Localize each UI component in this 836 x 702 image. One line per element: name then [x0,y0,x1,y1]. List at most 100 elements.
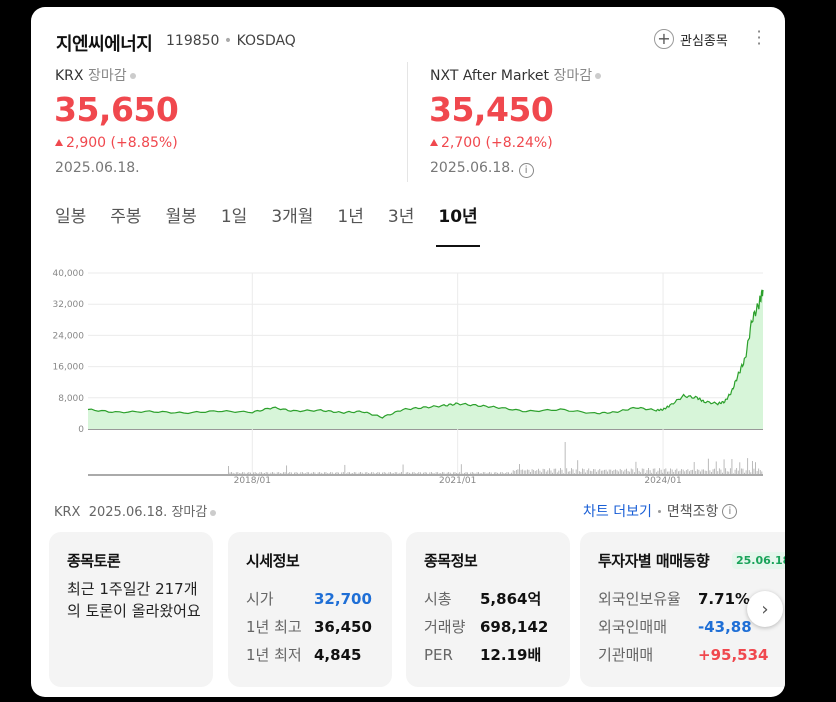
next-arrow-button[interactable]: › [747,591,783,627]
volume-bar [544,469,546,475]
tab-1y[interactable]: 1년 [337,207,364,227]
volume-bar [729,468,731,475]
volume-bar [446,472,448,475]
nxt-price: 35,450 [429,90,554,129]
volume-bar [599,468,601,475]
volume-bar [663,469,665,475]
volume-bar [264,473,265,475]
volume-bar [268,473,270,475]
volume-bar [504,473,506,475]
volume-bar [692,469,693,475]
volume-bar [366,472,368,475]
volume-bar [641,468,643,475]
volume-bar [448,472,450,475]
volume-bar [526,469,528,475]
volume-bar [638,470,640,475]
volume-bar [283,472,284,475]
volume-bar [468,473,470,475]
volume-bar [597,470,599,475]
tab-3y[interactable]: 3년 [387,207,415,227]
price-info-card[interactable]: 시세정보 시가 32,700 1년 최고 36,450 1년 최저 4,845 [228,532,392,687]
volume-bar [734,469,736,475]
volume-bar [248,472,250,475]
volume-bar [515,469,517,475]
volume-bar [290,472,292,475]
info-row: 기관매매 +95,534 [598,646,769,664]
volume-bar [607,471,609,475]
price-chart[interactable]: 40,000 32,000 24,000 16,000 8,000 0 2018/01 202… [31,257,785,487]
volume-bar [487,472,489,475]
volume-bar [533,469,535,475]
volume-bar [501,472,503,475]
period-tabs: 일봉 주봉 월봉 1일 3개월 1년 3년 10년 [55,202,502,247]
volume-bar [497,472,498,475]
volume-bar [605,469,607,475]
favorite-button[interactable]: + 관심종목 [654,29,728,49]
volume-bar [407,472,409,475]
y-tick-label: 16,000 [53,363,85,373]
volume-bar [438,473,440,475]
volume-bar [231,472,232,475]
nxt-date: 2025.06.18. i [430,160,534,178]
volume-bar [674,469,676,475]
volume-bar [476,472,478,475]
volume-bar [747,458,749,475]
info-icon[interactable]: i [722,503,738,519]
volume-bar [412,472,413,475]
more-options-icon[interactable]: · · · [756,22,762,53]
stock-info-card[interactable]: 종목정보 시총 5,864억 거래량 698,142 PER 12.19배 [406,532,570,687]
disclaimer-link[interactable]: 면책조항 [666,504,719,520]
volume-bar [430,472,432,475]
volume-bar [390,472,391,475]
volume-bar [467,472,468,475]
volume-bar [317,472,319,475]
volume-bar [401,472,402,475]
stock-name[interactable]: 지엔씨에너지 [56,34,153,55]
volume-bar [726,471,728,475]
volume-bar [707,458,709,475]
volume-bar [611,470,613,475]
volume-bar [506,472,508,475]
volume-bar [399,472,401,475]
krx-change: 2,900 (+8.85%) [55,135,178,151]
info-row: 시가 32,700 [246,590,372,608]
volume-bar [243,472,245,475]
info-icon[interactable]: i [518,163,534,178]
volume-bar [286,465,288,475]
volume-bar [619,468,621,475]
volume-bar [613,469,615,475]
volume-bar [284,472,286,475]
volume-bar [602,470,604,475]
volume-bar [742,468,744,475]
volume-bar [706,470,708,475]
volume-bar [429,472,431,475]
chart-more-link[interactable]: 차트 더보기 [583,504,652,520]
volume-bar [627,471,629,475]
status-dot-icon [210,509,217,516]
volume-bar [421,473,423,475]
volume-bar [596,471,598,475]
volume-bar [690,470,692,475]
volume-bar [633,472,635,475]
volume-bar [709,470,711,475]
discussion-card[interactable]: 종목토론 최근 1주일간 217개의 토론이 올라왔어요 [49,532,213,687]
volume-bar [486,473,487,475]
volume-bar [383,472,385,475]
volume-bar [275,473,277,475]
tab-3m[interactable]: 3개월 [271,207,314,227]
volume-bar [416,473,418,475]
volume-bar [325,472,327,475]
info-row: 외국인매매 -43,88 [598,618,752,636]
tab-weekly[interactable]: 주봉 [110,207,142,227]
tab-10y[interactable]: 10년 [436,202,481,247]
volume-bar [714,468,716,475]
tab-monthly[interactable]: 월봉 [165,207,197,227]
volume-bar [281,473,283,475]
tab-daily[interactable]: 일봉 [55,207,87,227]
tab-1d[interactable]: 1일 [220,207,248,227]
volume-bar [566,468,568,475]
volume-bar [522,469,524,475]
volume-bar [331,472,333,475]
volume-bar [308,472,310,475]
volume-bar [259,472,261,475]
